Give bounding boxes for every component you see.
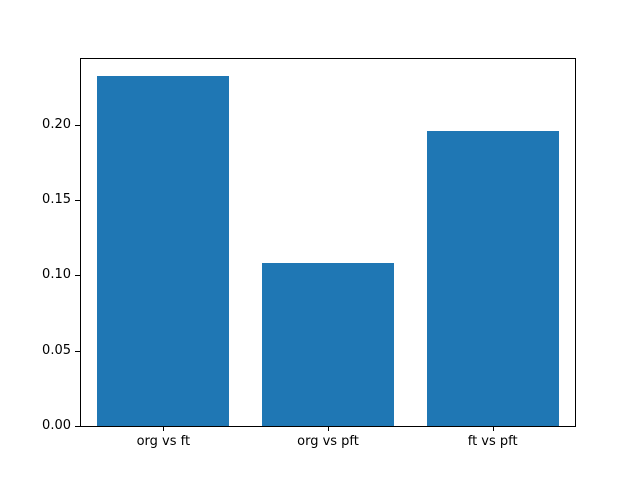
bar-org-vs-ft [97,76,230,426]
y-tick-mark [75,200,80,201]
x-tick-label: org vs ft [136,434,191,449]
y-tick-label: 0.00 [42,418,71,433]
x-tick-label: ft vs pft [467,434,518,449]
y-tick-mark [75,275,80,276]
y-tick-mark [75,426,80,427]
bar-org-vs-pft [262,263,394,426]
y-tick-label: 0.05 [42,343,71,358]
y-tick-label: 0.10 [42,267,71,282]
y-tick-label: 0.15 [42,192,71,207]
y-tick-mark [75,351,80,352]
y-tick-mark [75,125,80,126]
x-tick-mark [163,426,164,431]
x-tick-mark [493,426,494,431]
plot-area: 0.00 0.05 0.10 0.15 0.20 org vs ft org vs pft f… [42,59,575,449]
y-tick-label: 0.20 [42,117,71,132]
x-tick-mark [328,426,329,431]
axes-box: 0.00 0.05 0.10 0.15 0.20 org vs ft org vs pft f… [42,58,576,449]
x-tick-label: org vs pft [297,434,359,449]
bar-ft-vs-pft [426,130,559,426]
